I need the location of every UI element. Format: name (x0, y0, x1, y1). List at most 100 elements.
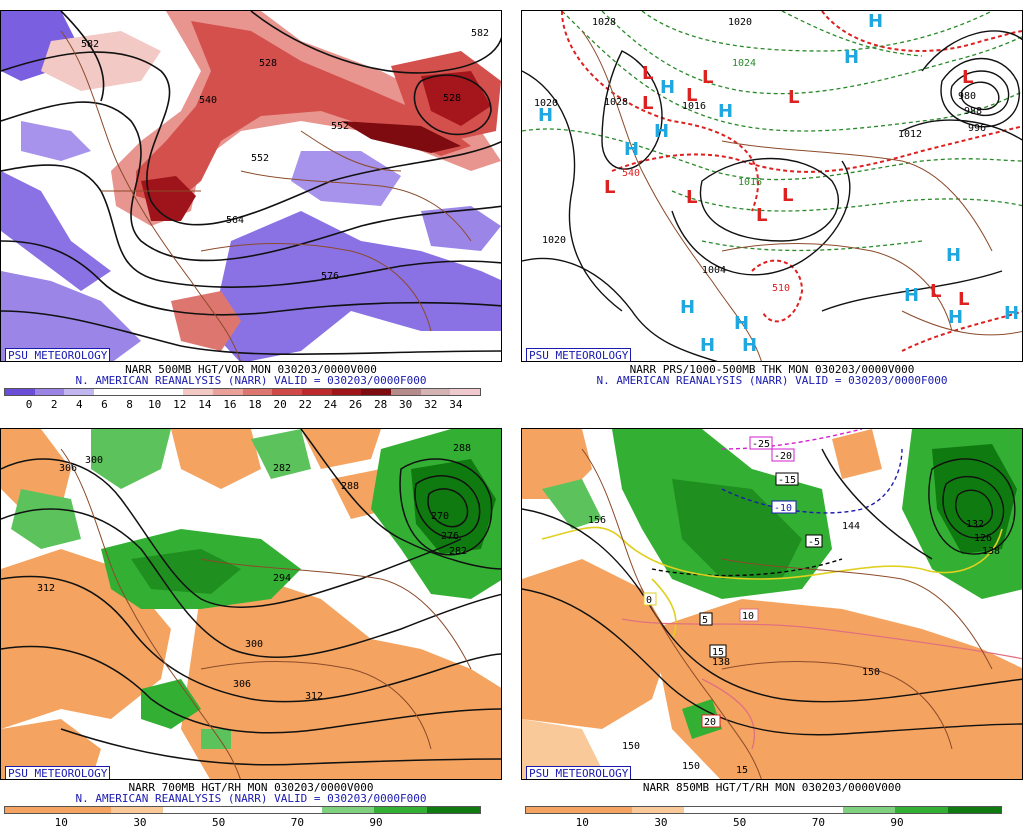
color-scale-swatch (361, 389, 391, 395)
contour-label: 528 (443, 93, 461, 104)
contour-label: 582 (81, 39, 99, 50)
color-scale-tick: 24 (323, 398, 337, 411)
isobar-label: 1020 (534, 98, 558, 109)
thickness-label: 510 (772, 283, 790, 294)
color-scale-swatch (94, 389, 124, 395)
temp-label: 15 (712, 647, 724, 658)
color-scale-swatch (5, 389, 35, 395)
contour-label: 282 (449, 546, 467, 557)
svg-text:H: H (904, 285, 919, 306)
contour-label: 132 (966, 519, 984, 530)
svg-text:L: L (756, 205, 767, 226)
color-scale-tick: 6 (101, 398, 108, 411)
contour-label: 270 (431, 511, 449, 522)
svg-text:L: L (686, 187, 697, 208)
color-scale-bar (525, 806, 1002, 814)
contour-label: 150 (622, 741, 640, 752)
color-scale-tick: 2 (50, 398, 58, 411)
color-scale-tick: 20 (273, 398, 287, 411)
color-scale-tick: 16 (223, 398, 237, 411)
color-scale-swatch (183, 389, 213, 395)
credit-label: PSU METEOROLOGY (5, 348, 111, 361)
svg-text:H: H (624, 139, 639, 160)
credit-label: PSU METEOROLOGY (526, 766, 632, 779)
contour-label: 138 (982, 546, 1000, 557)
color-scale-swatch (842, 807, 896, 813)
svg-text:L: L (702, 67, 713, 88)
color-scale-swatch (631, 807, 685, 813)
color-scale-swatch (578, 807, 632, 813)
caption-product: NARR PRS/1000-500MB THK MON 030203/0000V… (629, 363, 915, 376)
contour-label: 576 (321, 271, 339, 282)
pressure-map: 1020 1028 1020 1028 1020 1016 1004 980 9… (521, 10, 1023, 362)
isobar-label: 1020 (728, 17, 752, 28)
color-scale-swatch (123, 389, 154, 395)
color-scale-swatch (268, 807, 322, 813)
contour-label: 156 (588, 515, 606, 526)
color-scale-tick: 4 (76, 398, 83, 411)
temp-label: 5 (702, 615, 708, 626)
color-scale-tick: 12 (173, 398, 187, 411)
isobar-label: 1020 (542, 235, 566, 246)
temp-label: -15 (778, 475, 796, 486)
isobar-label: 1024 (732, 58, 756, 69)
color-scale-swatch (34, 389, 65, 395)
color-scale-tick: 70 (290, 816, 304, 829)
color-scale-tick: 50 (212, 816, 226, 829)
contour-label: 528 (259, 58, 277, 69)
contour-label: 294 (273, 573, 291, 584)
svg-text:H: H (948, 307, 963, 328)
color-scale-tick: 28 (373, 398, 388, 411)
svg-text:H: H (1004, 303, 1019, 324)
color-scale-tick: 30 (133, 816, 147, 829)
isobar-label: 1016 (682, 101, 706, 112)
panel-pressure-thickness: 1020 1028 1020 1028 1020 1016 1004 980 9… (521, 10, 1023, 411)
color-scale-swatch (153, 389, 184, 395)
svg-text:H: H (538, 105, 553, 126)
svg-text:L: L (930, 281, 941, 302)
color-scale-tick: 90 (369, 816, 383, 829)
color-scale-swatch (450, 389, 480, 395)
svg-text:H: H (660, 77, 675, 98)
svg-text:H: H (946, 245, 961, 266)
contour-label: 300 (85, 455, 103, 466)
svg-text:L: L (788, 87, 799, 108)
color-scale-swatch (212, 389, 243, 395)
color-scale-swatch (64, 389, 95, 395)
temp-label: -10 (774, 503, 792, 514)
isobar-label: 1016 (738, 177, 762, 188)
caption-valid: N. AMERICAN REANALYSIS (NARR) VALID = 03… (596, 374, 948, 387)
svg-text:L: L (604, 177, 615, 198)
contour-label: 126 (974, 533, 992, 544)
color-scale-bar (4, 806, 481, 814)
color-scale-swatch (321, 807, 375, 813)
color-scale-tick: 10 (54, 816, 68, 829)
color-scale-swatch (110, 807, 164, 813)
svg-text:H: H (734, 313, 749, 334)
svg-text:L: L (642, 63, 653, 84)
color-scale-swatch (301, 389, 332, 395)
rh700-map: 300 306 312 288 294 300 306 312 282 270 … (0, 428, 502, 780)
color-scale-swatch (789, 807, 843, 813)
isobar-label: 988 (964, 106, 982, 117)
isobar-label: 980 (958, 91, 976, 102)
credit-label: PSU METEOROLOGY (5, 766, 111, 779)
color-scale-tick: 50 (733, 816, 747, 829)
isobar-label: 996 (968, 123, 986, 134)
contour-label: 288 (453, 443, 471, 454)
color-scale-swatch (331, 389, 362, 395)
svg-text:H: H (680, 297, 695, 318)
color-scale-swatch (242, 389, 273, 395)
rh850-map: -25 -20 -15 -10 -5 0 5 10 15 20 (521, 428, 1023, 780)
isobar-label: 1012 (898, 129, 922, 140)
svg-text:H: H (844, 47, 859, 68)
contour-label: 15 (736, 765, 748, 776)
color-scale-swatch (57, 807, 111, 813)
color-scale-swatch (895, 807, 949, 813)
svg-text:H: H (718, 101, 733, 122)
credit-label: PSU METEOROLOGY (526, 348, 632, 361)
color-scale-tick: 8 (126, 398, 133, 411)
caption-product: NARR 500MB HGT/VOR MON 030203/0000V000 (125, 363, 377, 376)
color-scale-ticks: 10 30 50 70 90 (4, 816, 481, 829)
color-scale-swatch (163, 807, 217, 813)
